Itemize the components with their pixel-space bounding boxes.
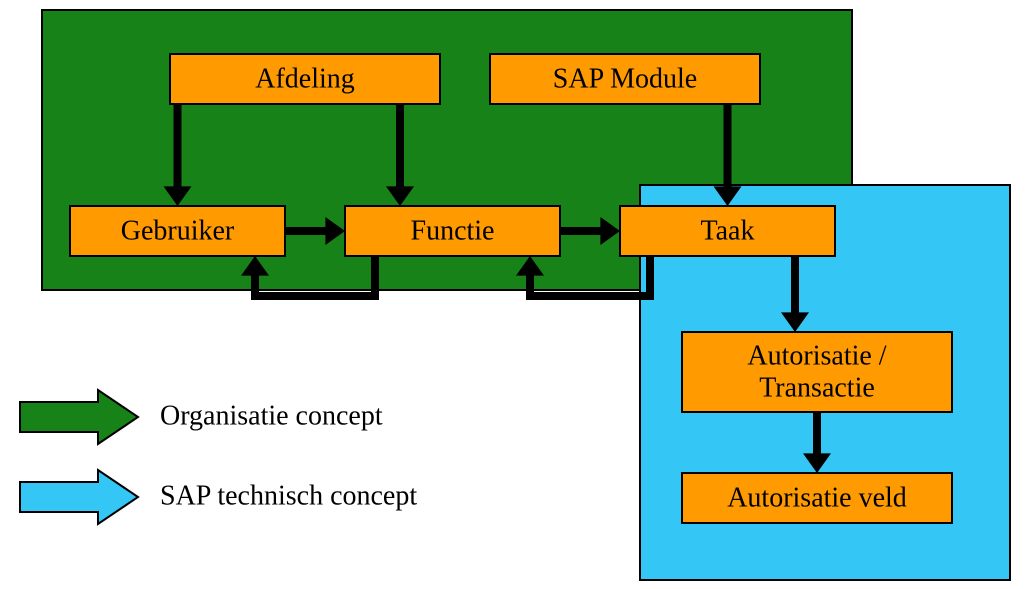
node-sapmodule: SAP Module	[490, 54, 760, 104]
node-taak: Taak	[620, 206, 835, 256]
node-functie: Functie	[345, 206, 560, 256]
diagram-canvas: Afdeling SAP Module Gebruiker Functie Taak Au…	[0, 0, 1026, 589]
node-autorisatie: Autorisatie /Transactie	[682, 332, 952, 412]
node-gebruiker-label: Gebruiker	[121, 215, 235, 246]
node-taak-label: Taak	[700, 215, 754, 246]
node-sapmodule-label: SAP Module	[553, 63, 697, 94]
node-autorisatie-label1: Autorisatie /	[747, 340, 886, 371]
node-functie-label: Functie	[411, 215, 495, 246]
node-autveld: Autorisatie veld	[682, 473, 952, 523]
node-afdeling: Afdeling	[170, 54, 440, 104]
node-autveld-label: Autorisatie veld	[727, 482, 907, 513]
legend-organisatie-label: Organisatie concept	[160, 400, 383, 431]
node-autorisatie-label2: Transactie	[759, 372, 875, 403]
legend-organisatie: Organisatie concept	[20, 390, 383, 444]
legend-sap-technisch: SAP technisch concept	[20, 470, 417, 524]
legend: Organisatie concept SAP technisch concept	[20, 390, 417, 524]
legend-sap-technisch-label: SAP technisch concept	[160, 480, 417, 511]
node-gebruiker: Gebruiker	[70, 206, 285, 256]
node-afdeling-label: Afdeling	[255, 63, 355, 94]
